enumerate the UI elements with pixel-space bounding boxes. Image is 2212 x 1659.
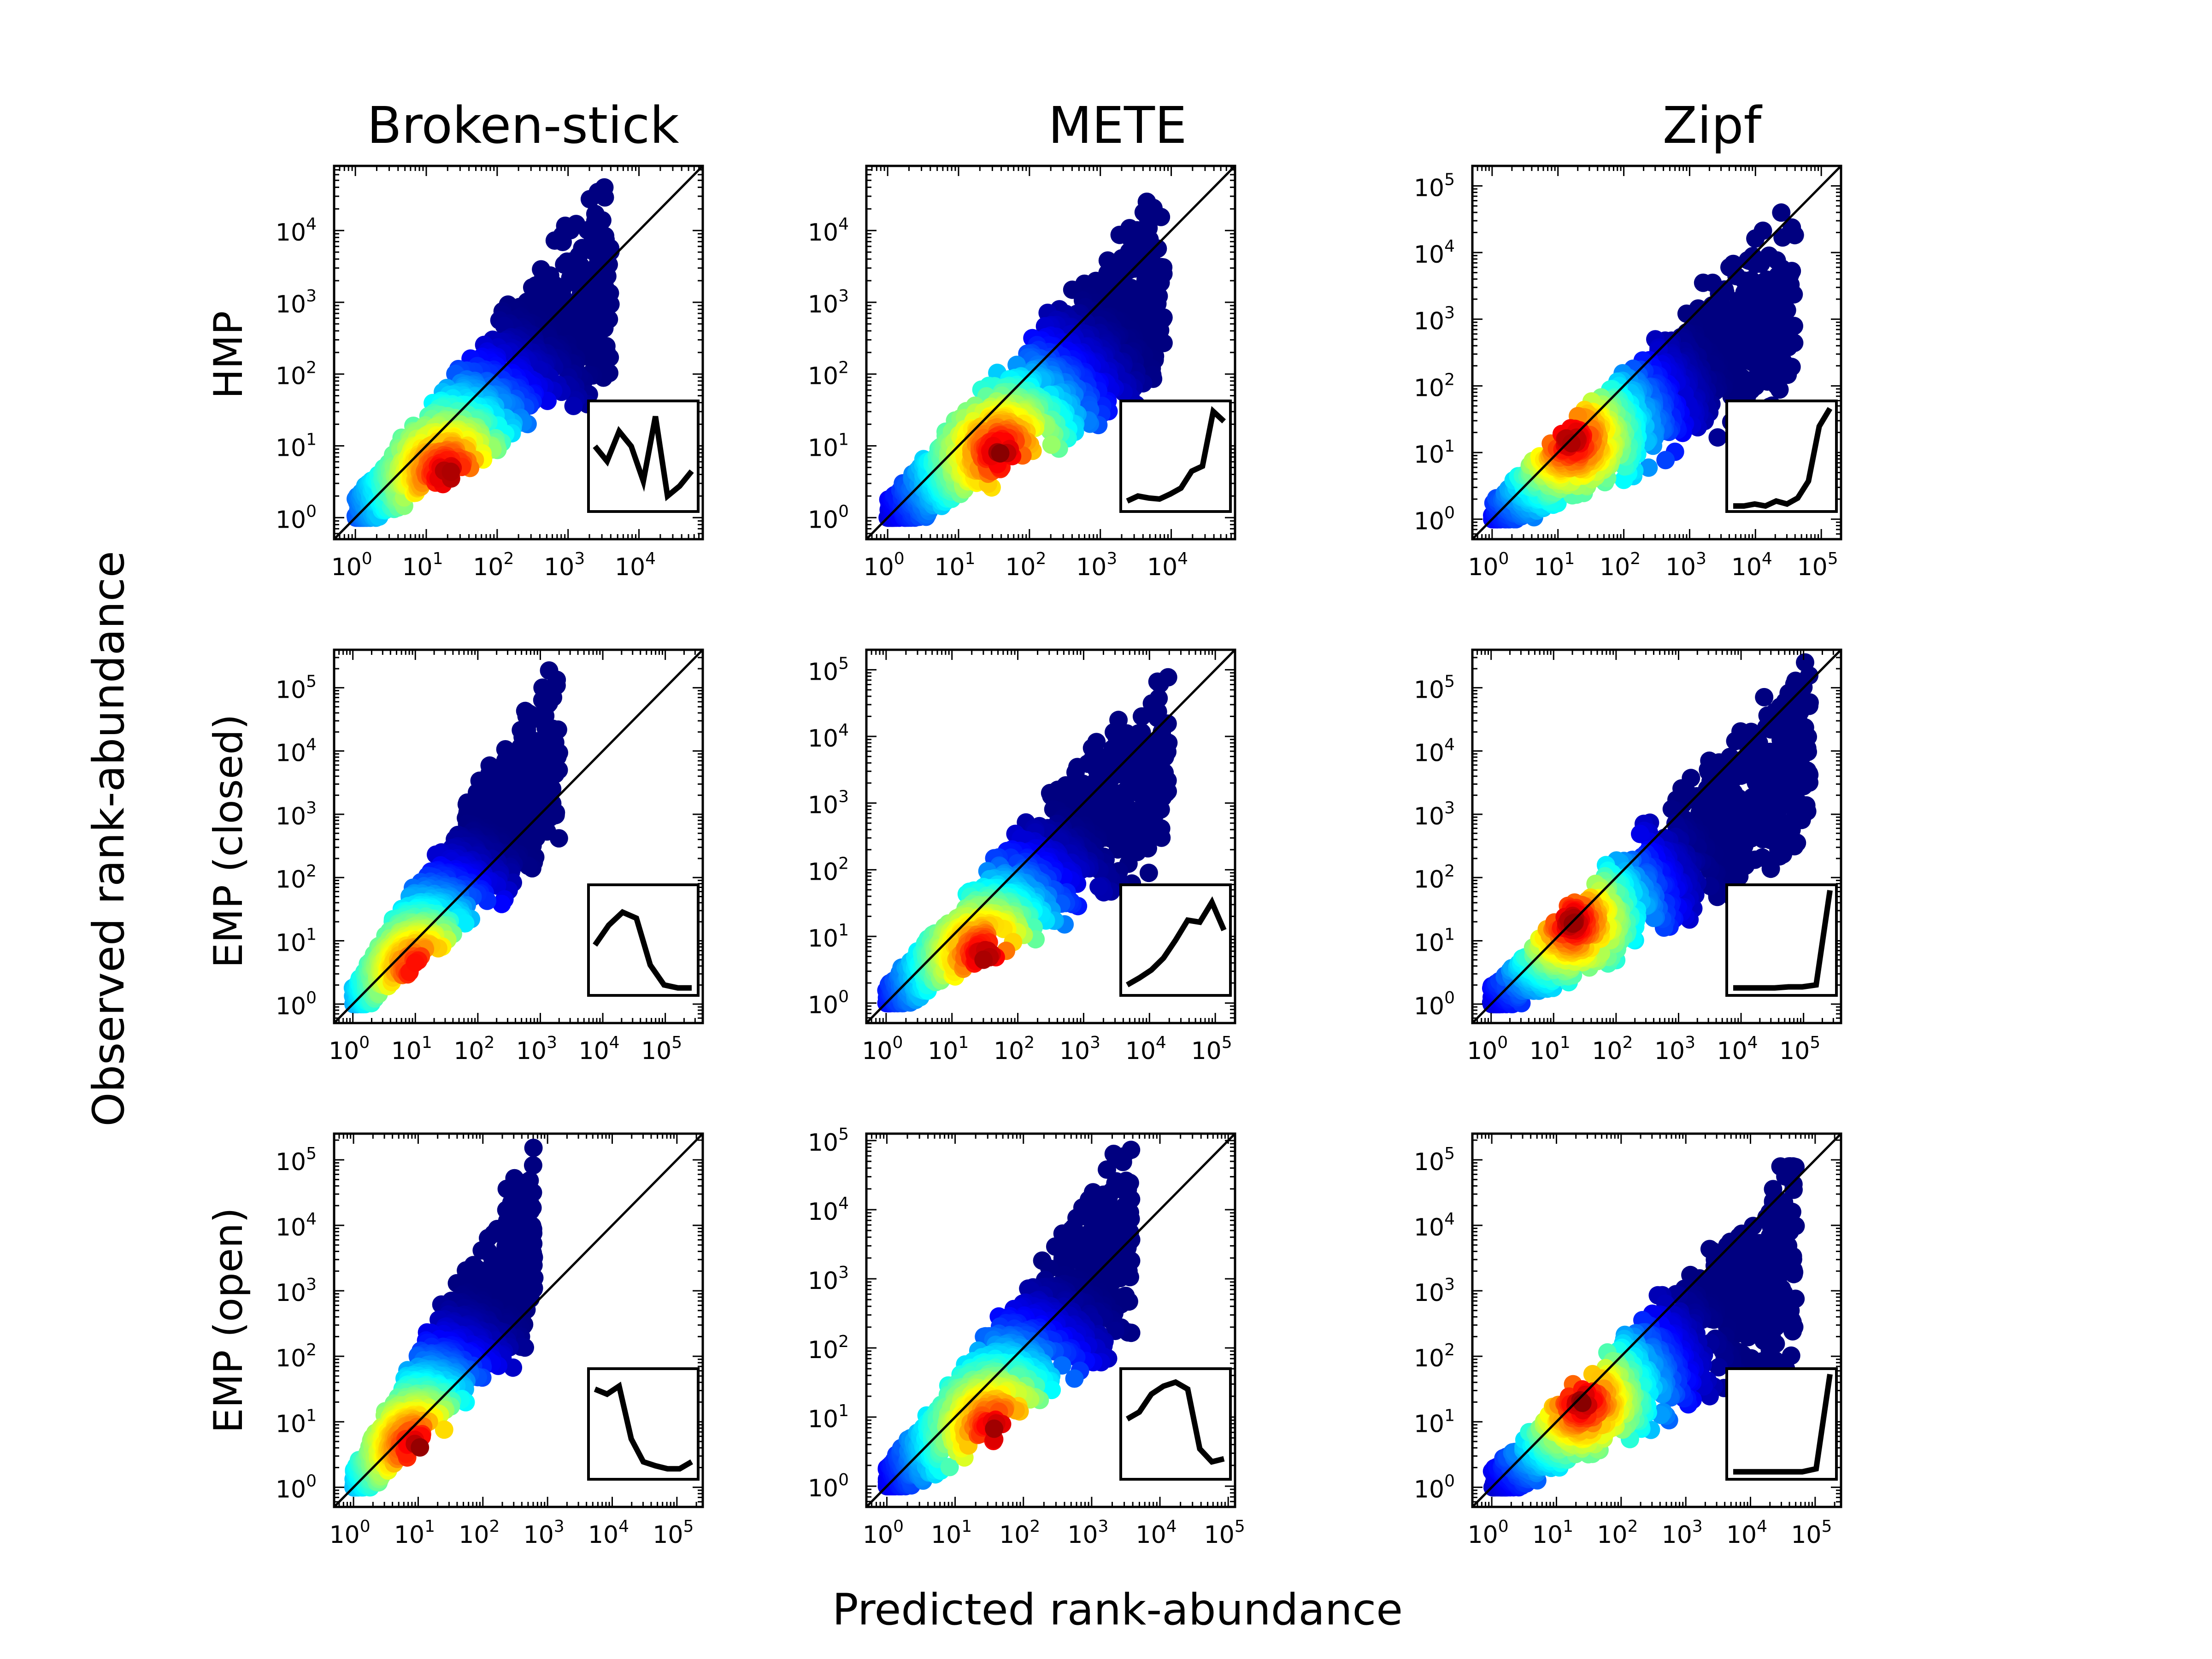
scatter-point xyxy=(1772,203,1791,222)
x-tick-exponent: 3 xyxy=(574,549,585,568)
y-tick-exponent: 4 xyxy=(306,215,317,234)
x-tick-label: 100 xyxy=(331,549,372,581)
scatter-point xyxy=(1614,471,1633,489)
scatter-point xyxy=(1727,267,1746,286)
y-tick-exponent: 5 xyxy=(306,672,317,691)
x-tick-exponent: 4 xyxy=(1762,549,1772,568)
y-tick-label: 104 xyxy=(1414,237,1455,269)
inset-plot xyxy=(587,883,700,997)
x-tick-exponent: 5 xyxy=(1828,549,1838,568)
inset-line xyxy=(1733,407,1833,509)
x-tick-exponent: 5 xyxy=(671,1033,682,1052)
x-tick-exponent: 2 xyxy=(1035,549,1046,568)
scatter-point xyxy=(1132,707,1151,726)
y-tick-exponent: 0 xyxy=(838,502,849,521)
y-tick-exponent: 0 xyxy=(1444,504,1455,523)
scatter-point xyxy=(1042,435,1061,454)
scatter-point xyxy=(545,231,564,250)
y-tick-label: 104 xyxy=(276,215,317,247)
x-tick-label: 103 xyxy=(1076,549,1117,581)
scatter-point xyxy=(1562,434,1581,453)
y-tick-exponent: 0 xyxy=(306,988,317,1007)
x-tick-exponent: 1 xyxy=(422,1033,432,1052)
x-tick-exponent: 3 xyxy=(1696,549,1706,568)
x-tick-exponent: 2 xyxy=(503,549,514,568)
y-tick-exponent: 1 xyxy=(306,925,317,944)
y-tick-exponent: 4 xyxy=(1444,237,1455,256)
scatter-point xyxy=(406,953,424,972)
inset-line xyxy=(1126,406,1226,504)
scatter-point xyxy=(1089,877,1108,896)
scatter-point xyxy=(1773,228,1792,247)
plot-frame xyxy=(1471,165,1842,541)
scatter-point xyxy=(1639,458,1658,477)
x-tick-label: 101 xyxy=(402,549,443,581)
x-tick-exponent: 1 xyxy=(965,549,976,568)
scatter-point xyxy=(1656,451,1675,470)
x-tick-exponent: 2 xyxy=(484,1033,494,1052)
y-tick-exponent: 2 xyxy=(306,359,317,377)
scatter-point xyxy=(1708,428,1727,447)
x-tick-exponent: 0 xyxy=(894,549,905,568)
inset-line xyxy=(593,416,694,501)
y-tick-exponent: 0 xyxy=(306,502,317,521)
x-tick-exponent: 4 xyxy=(645,549,656,568)
scatter-point xyxy=(580,190,599,209)
x-tick-exponent: 1 xyxy=(433,549,443,568)
scatter-point xyxy=(441,462,460,481)
y-tick-exponent: 1 xyxy=(838,430,849,449)
scatter-point xyxy=(595,188,614,207)
y-tick-label: 102 xyxy=(808,359,849,390)
x-tick-exponent: 3 xyxy=(1106,549,1117,568)
y-tick-exponent: 1 xyxy=(306,430,317,449)
y-tick-exponent: 3 xyxy=(838,287,849,306)
y-tick-exponent: 2 xyxy=(838,359,849,377)
y-tick-exponent: 2 xyxy=(1444,370,1455,389)
scatter-point xyxy=(991,444,1010,463)
scatter-point xyxy=(1746,229,1765,248)
inset-plot xyxy=(1725,400,1838,513)
inset-frame xyxy=(1725,400,1838,513)
x-tick-exponent: 0 xyxy=(362,549,372,568)
x-tick-label: 100 xyxy=(864,549,905,581)
one-to-one-line xyxy=(334,166,703,539)
x-tick-exponent: 0 xyxy=(1498,549,1509,568)
y-tick-exponent: 3 xyxy=(306,799,317,818)
scatter-point xyxy=(1154,334,1173,353)
y-tick-exponent: 4 xyxy=(838,215,849,234)
scatter-point xyxy=(1139,864,1158,882)
y-tick-exponent: 2 xyxy=(306,862,317,881)
x-tick-exponent: 4 xyxy=(609,1033,620,1052)
scatter-points xyxy=(346,178,620,527)
one-to-one-line xyxy=(1472,166,1841,539)
y-tick-exponent: 4 xyxy=(306,735,317,754)
x-tick-exponent: 0 xyxy=(359,1033,370,1052)
x-tick-exponent: 3 xyxy=(547,1033,557,1052)
inset-plot xyxy=(587,400,700,513)
scatter-point xyxy=(1152,207,1171,226)
y-tick-exponent: 5 xyxy=(1444,170,1455,189)
scatter-point xyxy=(1110,225,1129,244)
inset-plot xyxy=(1119,400,1232,513)
y-tick-exponent: 3 xyxy=(306,287,317,306)
scatter-point xyxy=(564,396,583,415)
y-tick-label: 105 xyxy=(1414,170,1455,202)
x-tick-exponent: 1 xyxy=(1564,549,1575,568)
scatter-point xyxy=(1694,273,1712,292)
one-to-one-line xyxy=(866,166,1235,539)
x-tick-label: 102 xyxy=(473,549,514,581)
x-tick-exponent: 2 xyxy=(1630,549,1641,568)
y-tick-exponent: 1 xyxy=(1444,437,1455,456)
y-tick-exponent: 3 xyxy=(1444,304,1455,323)
x-tick-exponent: 4 xyxy=(1177,549,1188,568)
